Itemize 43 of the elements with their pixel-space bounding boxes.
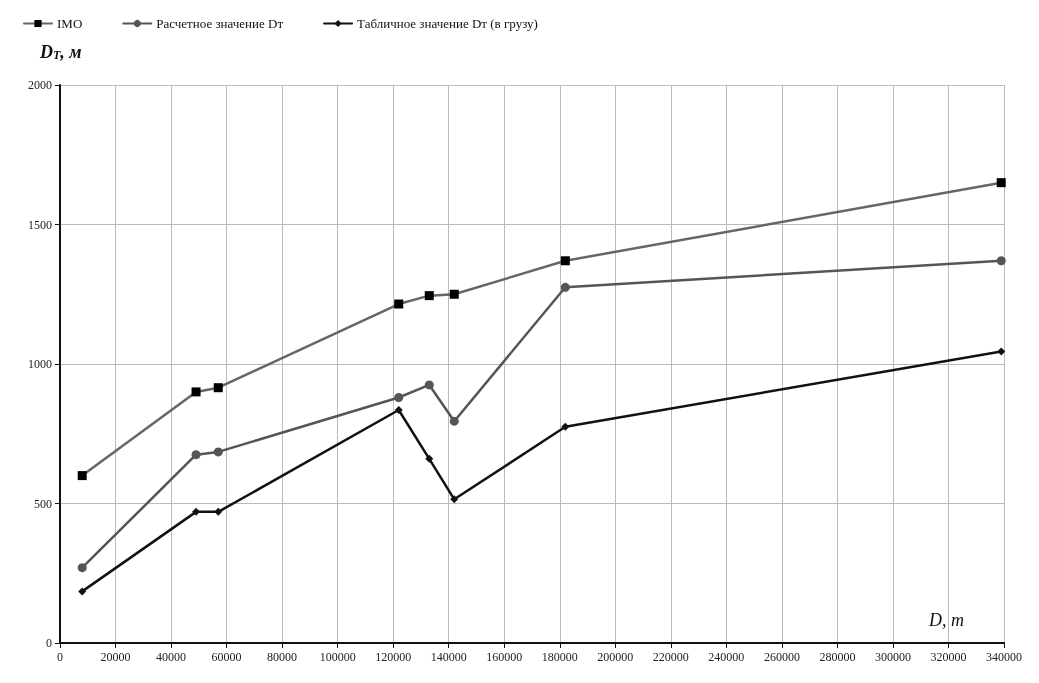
x-tick-label: 20000 xyxy=(100,650,131,664)
legend-label: Табличное значение Dт (в грузу) xyxy=(357,16,538,31)
x-tick-label: 160000 xyxy=(486,650,523,664)
y-axis-title: DT, м xyxy=(39,42,82,62)
point xyxy=(78,587,87,596)
x-axis-title: D, т xyxy=(928,610,964,630)
x-tick-label: 340000 xyxy=(986,650,1022,664)
x-tick-label: 300000 xyxy=(874,650,911,664)
point xyxy=(997,347,1006,356)
point xyxy=(449,416,459,426)
y-tick-label: 1500 xyxy=(28,217,52,232)
point xyxy=(214,507,223,516)
x-tick-label: 120000 xyxy=(375,650,412,664)
y-tick-label: 0 xyxy=(46,636,52,650)
x-tick-label: 40000 xyxy=(156,650,187,664)
point xyxy=(561,422,570,431)
x-tick-label: 60000 xyxy=(211,650,242,664)
x-tick-label: 0 xyxy=(57,650,63,664)
x-tick-label: 80000 xyxy=(267,650,298,664)
y-tick-label: 2000 xyxy=(28,78,52,92)
point xyxy=(424,380,434,390)
point xyxy=(996,256,1006,266)
x-tick-label: 220000 xyxy=(652,650,689,664)
point xyxy=(450,495,459,504)
x-tick-label: 140000 xyxy=(430,650,467,664)
point xyxy=(394,392,404,402)
x-tick-label: 240000 xyxy=(708,650,745,664)
x-tick-label: 260000 xyxy=(763,650,800,664)
x-tick-label: 100000 xyxy=(319,650,356,664)
y-tick-label: 1000 xyxy=(28,357,52,371)
point xyxy=(191,450,201,460)
x-tick-label: 200000 xyxy=(597,650,634,664)
x-tick-label: 320000 xyxy=(930,650,967,664)
x-tick-label: 280000 xyxy=(819,650,856,664)
point xyxy=(213,447,223,457)
point xyxy=(425,454,434,463)
y-tick-label: 500 xyxy=(34,496,52,511)
point xyxy=(560,282,570,292)
legend-label: IMO xyxy=(57,16,83,31)
point xyxy=(77,563,87,573)
legend-label: Расчетное значение Dт xyxy=(156,16,284,31)
point xyxy=(394,406,403,415)
x-tick-label: 180000 xyxy=(541,650,578,664)
